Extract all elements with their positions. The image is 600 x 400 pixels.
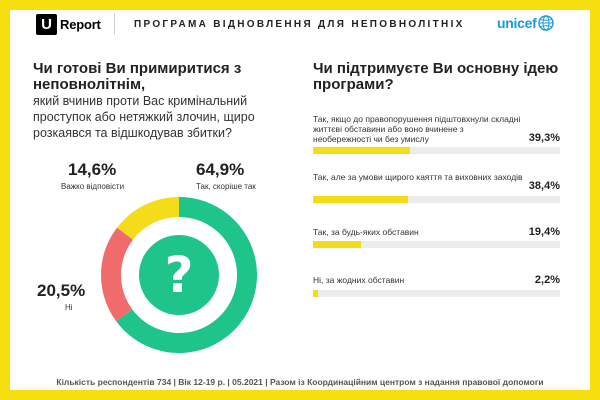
donut-value-difficult: 14,6% — [68, 160, 117, 179]
donut-value-no: 20,5% — [37, 281, 86, 300]
left-question-regular: який вчинив проти Вас кримінальний прост… — [33, 94, 255, 140]
donut-segment-no — [101, 227, 133, 322]
unicef-logo: unicef — [497, 15, 555, 31]
header-divider — [114, 13, 115, 35]
bar-value-3: 19,4% — [528, 226, 560, 238]
bar-track-2 — [313, 196, 560, 203]
bar-track-1 — [313, 147, 560, 154]
bar-fill-2 — [313, 196, 408, 203]
bar-track-4 — [313, 290, 560, 297]
bar-fill-1 — [313, 147, 411, 154]
donut-value-yes: 64,9% — [196, 160, 245, 179]
donut-chart: ? — [101, 197, 257, 353]
infographic-card: U Report ПРОГРАМА ВІДНОВЛЕННЯ ДЛЯ НЕПОВН… — [10, 10, 590, 390]
ureport-logo: U Report — [36, 13, 101, 35]
left-question: Чи готові Ви примиритися з неповнолітнім… — [33, 61, 293, 141]
bar-label-1: Так, якщо до правопорушення підштовхнули… — [313, 114, 521, 144]
donut-label-no: Ні — [65, 303, 73, 312]
donut-label-yes: Так, скоріше так — [196, 182, 256, 191]
ureport-logo-mark: U — [36, 13, 57, 35]
bar-label-4: Ні, за жодних обставин — [313, 275, 405, 285]
bar-label-2: Так, але за умови щирого каяття та вихов… — [313, 172, 523, 182]
unicef-logo-text: unicef — [497, 15, 537, 31]
bar-fill-4 — [313, 290, 319, 297]
header: U Report ПРОГРАМА ВІДНОВЛЕННЯ ДЛЯ НЕПОВН… — [10, 10, 590, 40]
bar-fill-3 — [313, 241, 361, 248]
donut-segment-difficult — [117, 197, 179, 240]
program-title: ПРОГРАМА ВІДНОВЛЕННЯ ДЛЯ НЕПОВНОЛІТНІХ — [134, 19, 465, 30]
bar-value-2: 38,4% — [528, 180, 560, 192]
question-icon-circle — [139, 235, 219, 315]
footer-note: Кількість респондентів 734 | Вік 12-19 р… — [56, 377, 544, 387]
ureport-logo-text: Report — [60, 16, 101, 32]
right-question: Чи підтримуєте Ви основну ідею програми? — [313, 60, 559, 93]
bar-value-4: 2,2% — [534, 274, 560, 286]
donut-label-difficult: Важко відповісти — [61, 182, 125, 191]
bar-track-3 — [313, 241, 560, 248]
bar-label-3: Так, за будь-яких обставин — [313, 227, 419, 237]
question-mark-icon: ? — [164, 246, 193, 304]
bar-value-1: 39,3% — [528, 132, 560, 144]
left-question-bold: Чи готові Ви примиритися з неповнолітнім… — [33, 60, 242, 93]
globe-icon — [538, 15, 555, 31]
